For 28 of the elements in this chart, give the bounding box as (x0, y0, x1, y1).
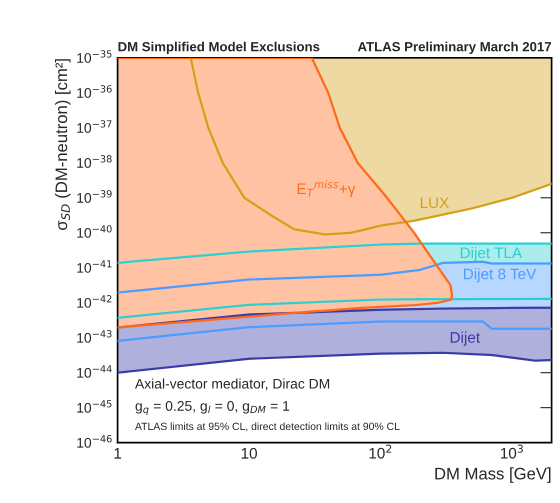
y-tick-label: 10$^{−45}$ (77, 400, 112, 413)
y-tick-label: 10$^{−41}$ (77, 260, 112, 273)
y-tick-label: 10$^{−42}$ (77, 295, 112, 308)
x-axis-title: DM Mass [GeV] (435, 467, 550, 483)
y-tick-label: 10$^{−43}$ (77, 330, 112, 343)
series-label: E$_{T}$$^{miss}$+γ (298, 180, 356, 198)
series-label: Dijet (450, 332, 480, 346)
x-tick-label: 10$^{2}$ (369, 444, 392, 459)
annotation: g$_{q}$ = 0.25, g$_{l}$ = 0, g$_{DM}$ = 1 (136, 400, 290, 415)
x-tick-label: 10$^{3}$ (500, 444, 523, 459)
chart-title: DM Simplified Model Exclusions (118, 42, 320, 54)
y-tick-label: 10$^{−40}$ (77, 225, 112, 238)
y-tick-label: 10$^{−38}$ (77, 155, 112, 168)
annotation: ATLAS limits at 95% CL, direct detection limits at 90% CL (134, 422, 400, 432)
y-axis-title: σ$_{SD}$ (DM-neutron) [cm²] (54, 59, 71, 230)
chart-subtitle: ATLAS Preliminary March 2017 (358, 42, 552, 54)
y-tick-label: 10$^{−46}$ (77, 435, 112, 448)
series-label: Dijet TLA (460, 246, 522, 262)
series-label: Dijet 8 TeV (464, 268, 536, 282)
y-tick-label: 10$^{−37}$ (77, 120, 112, 133)
y-tick-label: 10$^{−39}$ (77, 190, 112, 203)
y-tick-label: 10$^{−36}$ (77, 85, 112, 98)
annotation: Axial-vector mediator, Dirac DM (134, 378, 330, 390)
x-tick-label: 1 (114, 448, 122, 459)
y-tick-label: 10$^{−44}$ (77, 365, 112, 378)
x-tick-label: 10 (242, 448, 257, 459)
y-tick-label: 10$^{−35}$ (77, 50, 112, 63)
series-label: LUX (420, 198, 449, 208)
